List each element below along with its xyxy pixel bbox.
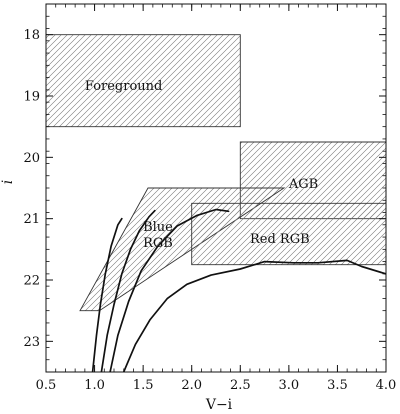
x-tick-label: 4.0 [376, 378, 397, 393]
y-tick-label: 23 [23, 335, 40, 350]
x-tick-label: 0.5 [36, 378, 57, 393]
isochrone-line-3 [109, 208, 230, 372]
region-label-red-rgb: Red RGB [250, 232, 310, 247]
y-tick-label: 18 [23, 28, 40, 43]
region-label-agb: AGB [288, 177, 318, 192]
axes-layer: 0.5 1.0 1.5 2.0 2.5 3.0 3.5 4.0 18 19 20 21 22 23 [23, 3, 397, 393]
x-tick-label: 3.0 [279, 378, 300, 393]
isochrone-line-4 [122, 259, 386, 372]
x-tick-label: 1.0 [84, 378, 105, 393]
isochrone-line-1 [91, 217, 123, 372]
y-tick-label: 22 [23, 274, 40, 289]
x-tick-label: 1.5 [133, 378, 154, 393]
y-tick-label: 21 [23, 212, 40, 227]
x-tick-label: 3.5 [327, 378, 348, 393]
x-tick-label: 2.0 [181, 378, 202, 393]
x-tick-label: 2.5 [230, 378, 251, 393]
y-axis-label: i [0, 180, 16, 184]
region-label-foreground: Foreground [85, 79, 162, 94]
regions-layer [45, 34, 387, 312]
region-label-blue-rgb: Blue RGB [143, 220, 173, 251]
region-labels-layer: Foreground AGB Blue RGB Red RGB [85, 79, 318, 251]
x-axis-label: V−i [205, 397, 233, 413]
y-tick-label: 20 [23, 151, 40, 166]
series-layer [91, 208, 386, 372]
y-tick-label: 19 [23, 90, 40, 105]
isochrone-line-2 [100, 209, 156, 372]
